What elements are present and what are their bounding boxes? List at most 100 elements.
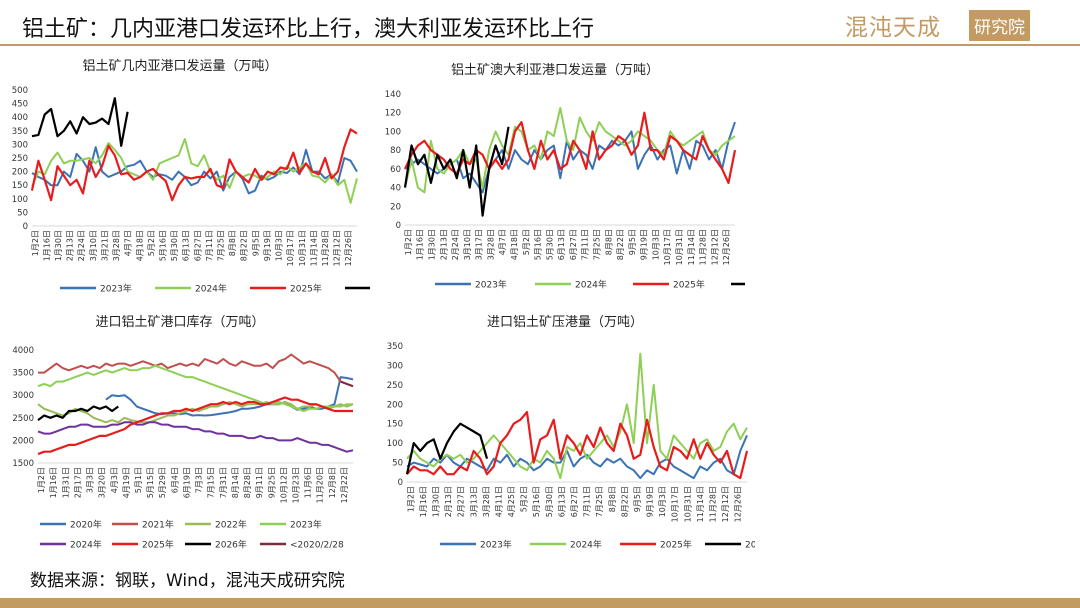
x-tick-label: 2月24日 xyxy=(77,230,86,261)
legend-label: 2024年 xyxy=(575,279,607,291)
chart-guinea-shipments: 铝土矿几内亚港口发运量（万吨） 0 50 100 150 200 250 300 350 400 4… xyxy=(12,58,370,295)
x-tick-label: 7月15日 xyxy=(207,467,216,498)
x-tick-label: 3月28日 xyxy=(482,486,491,517)
x-tick-label: 9月19日 xyxy=(646,486,655,517)
x-tick-label: 5月30日 xyxy=(545,486,554,517)
header-divider xyxy=(0,44,1080,46)
x-tick-label: 6月4日 xyxy=(170,467,179,493)
x-tick-label: 5月2日 xyxy=(520,486,529,512)
y-tick-label: 400 xyxy=(12,113,28,123)
x-tick-label: 11月14日 xyxy=(687,229,696,265)
x-tick-label: 12月8日 xyxy=(328,467,337,498)
y-tick-label: 300 xyxy=(12,140,28,150)
x-tick-label: 7月25日 xyxy=(595,486,604,517)
legend-label: 2025年 xyxy=(290,283,322,295)
chart-title: 进口铝土矿港口库存（万吨） xyxy=(95,314,264,330)
series-line-2 xyxy=(37,401,354,424)
x-tick-label: 11月28日 xyxy=(709,486,718,522)
x-tick-label: 5月30日 xyxy=(545,229,554,260)
legend-label: 2024年 xyxy=(570,539,602,551)
x-tick-label: 8月22日 xyxy=(240,230,249,261)
x-tick-label: 3月13日 xyxy=(469,486,478,517)
x-tick-label: 5月29日 xyxy=(158,467,167,498)
series-line-1 xyxy=(38,353,354,388)
x-tick-label: 3月17日 xyxy=(475,229,484,260)
data-source-note: 数据来源：钢联，Wind，混沌天成研究院 xyxy=(30,571,345,591)
x-tick-label: 5月30日 xyxy=(170,230,179,261)
x-tick-label: 3月10日 xyxy=(89,230,98,261)
series-line-2 xyxy=(30,128,358,202)
chart-title: 铝土矿澳大利亚港口发运量（万吨） xyxy=(451,62,659,78)
y-tick-label: 40 xyxy=(390,184,401,194)
series-line-0 xyxy=(406,435,748,480)
x-tick-label: 10月12日 xyxy=(279,467,288,503)
y-tick-label: 350 xyxy=(12,127,28,137)
x-tick-label: 6月27日 xyxy=(193,230,202,261)
y-tick-label: 50 xyxy=(17,208,28,218)
x-tick-label: 1月2日 xyxy=(406,486,415,512)
x-tick-label: 4月19日 xyxy=(122,467,131,498)
series-line-3 xyxy=(31,97,129,147)
x-tick-label: 1月31日 xyxy=(61,467,70,498)
x-tick-label: 8月22日 xyxy=(620,486,629,517)
y-tick-label: 0 xyxy=(396,221,401,231)
x-tick-label: 12月26日 xyxy=(734,486,743,522)
x-tick-label: 10月17日 xyxy=(286,230,295,266)
x-tick-label: 12月12日 xyxy=(721,486,730,522)
x-tick-label: 11月20日 xyxy=(316,467,325,503)
x-tick-label: 1月16日 xyxy=(49,467,58,498)
x-tick-label: 4月3日 xyxy=(110,467,119,493)
y-tick-label: 200 xyxy=(387,400,403,410)
x-tick-label: 3月10日 xyxy=(463,229,472,260)
chart-title: 进口铝土矿压港量（万吨） xyxy=(487,315,643,330)
y-tick-label: 2500 xyxy=(12,414,34,424)
x-tick-label: 6月19日 xyxy=(182,467,191,498)
x-tick-label: 5月16日 xyxy=(532,486,541,517)
legend-label: 2024年 xyxy=(70,539,102,551)
page-title: 铝土矿：几内亚港口发运环比上行，澳大利亚发运环比上行 xyxy=(22,17,595,42)
x-tick-label: 2月13日 xyxy=(66,230,75,261)
x-tick-label: 3月28日 xyxy=(486,229,495,260)
x-tick-label: 2月13日 xyxy=(439,229,448,260)
x-tick-label: 8月22日 xyxy=(616,229,625,260)
legend-label: 2026年 xyxy=(215,539,247,551)
x-tick-label: 6月27日 xyxy=(569,229,578,260)
x-tick-label: 5月2日 xyxy=(522,229,531,255)
series-line-1 xyxy=(406,352,748,480)
y-tick-label: 80 xyxy=(390,146,401,156)
series-line-3 xyxy=(405,422,489,475)
x-tick-label: 4月25日 xyxy=(507,486,516,517)
series-line-3 xyxy=(403,126,510,217)
x-tick-label: 2月17日 xyxy=(73,467,82,498)
y-tick-label: 450 xyxy=(12,100,28,110)
x-tick-label: 7月11日 xyxy=(581,229,590,260)
x-tick-label: 4月7日 xyxy=(498,229,507,255)
x-tick-label: 12月26日 xyxy=(344,230,353,266)
x-tick-label: 10月17日 xyxy=(671,486,680,522)
y-tick-label: 150 xyxy=(12,181,28,191)
y-tick-label: 100 xyxy=(387,439,403,449)
x-tick-label: 3月21日 xyxy=(100,230,109,261)
x-tick-label: 3月20日 xyxy=(98,467,107,498)
x-tick-label: 12月12日 xyxy=(710,229,719,265)
x-tick-label: 9月11日 xyxy=(255,467,264,498)
x-tick-label: 9月25日 xyxy=(267,467,276,498)
y-tick-label: 140 xyxy=(385,90,401,100)
x-tick-label: 7月3日 xyxy=(195,467,204,493)
x-tick-label: 5月16日 xyxy=(158,230,167,261)
x-tick-label: 10月31日 xyxy=(675,229,684,265)
y-tick-label: 100 xyxy=(12,195,28,205)
x-tick-label: 8月8日 xyxy=(608,486,617,512)
chart-port-inventory: 进口铝土矿港口库存（万吨） 1500 2000 2500 3000 3500 4000 1月2… xyxy=(12,314,354,551)
series-line-2 xyxy=(406,411,749,480)
x-tick-label: 12月22日 xyxy=(340,467,349,503)
x-tick-label: 2月13日 xyxy=(444,486,453,517)
y-tick-label: 60 xyxy=(390,165,401,175)
legend-label: 2025年 xyxy=(673,279,705,291)
series-line-6 xyxy=(37,405,119,421)
x-tick-label: 12月26日 xyxy=(722,229,731,265)
legend-label: 2023年 xyxy=(290,519,322,531)
x-tick-label: 10月31日 xyxy=(298,230,307,266)
legend-label: 2020年 xyxy=(70,519,102,531)
x-tick-label: 10月3日 xyxy=(275,230,284,261)
